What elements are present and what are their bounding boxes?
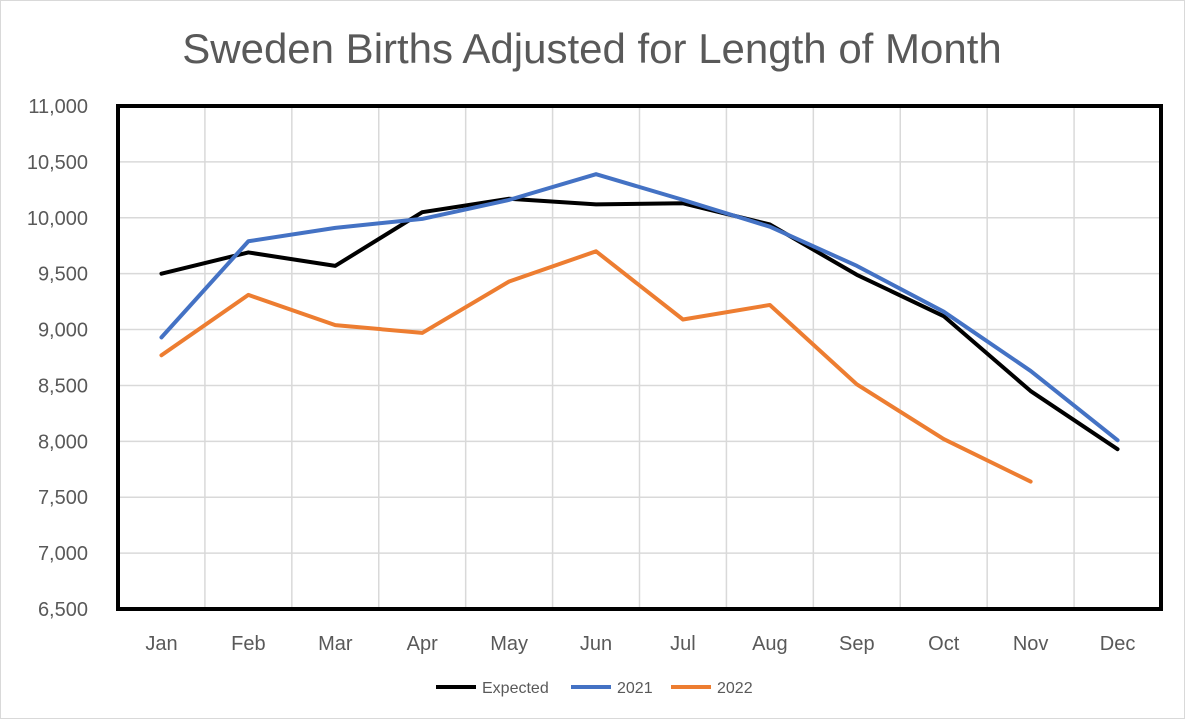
- legend-label: Expected: [482, 680, 549, 697]
- y-tick-label: 6,500: [38, 599, 88, 621]
- y-tick-label: 10,500: [27, 152, 88, 174]
- y-tick-label: 8,500: [38, 375, 88, 397]
- x-tick-label: Jan: [145, 633, 177, 655]
- x-tick-label: Dec: [1100, 633, 1136, 655]
- y-tick-label: 8,000: [38, 431, 88, 453]
- y-tick-label: 11,000: [28, 96, 88, 118]
- gridlines: [117, 105, 1162, 610]
- x-axis-ticks: Jan Feb Mar Apr May Jun Jul Aug Sep Oct Nov Dec: [145, 633, 1135, 655]
- x-tick-label: Feb: [231, 633, 265, 655]
- y-tick-label: 10,000: [27, 208, 88, 230]
- series-line-2022: [159, 249, 1033, 484]
- y-tick-label: 7,000: [38, 543, 88, 565]
- y-tick-label: 9,000: [38, 320, 88, 342]
- legend-label: 2021: [617, 680, 653, 697]
- x-tick-label: Aug: [752, 633, 788, 655]
- y-tick-label: 9,500: [38, 264, 88, 286]
- x-tick-label: Nov: [1013, 633, 1049, 655]
- y-tick-label: 7,500: [38, 487, 88, 509]
- x-tick-label: May: [490, 633, 528, 655]
- legend-label: 2022: [717, 680, 753, 697]
- series-line-2021: [159, 172, 1120, 443]
- plot-border: [116, 104, 1163, 611]
- x-tick-label: Jul: [670, 633, 696, 655]
- x-tick-label: Apr: [407, 633, 438, 655]
- x-tick-label: Mar: [318, 633, 353, 655]
- x-tick-label: Jun: [580, 633, 612, 655]
- y-axis-ticks: 6,500 7,000 7,500 8,000 8,500 9,000 9,500 10,00…: [27, 96, 88, 621]
- legend: Expected 2021 2022: [436, 680, 753, 697]
- x-tick-label: Sep: [839, 633, 875, 655]
- series-lines: [159, 172, 1120, 484]
- chart-title: Sweden Births Adjusted for Length of Mon…: [182, 25, 1002, 72]
- series-line-expected: [159, 196, 1120, 452]
- x-tick-label: Oct: [928, 633, 960, 655]
